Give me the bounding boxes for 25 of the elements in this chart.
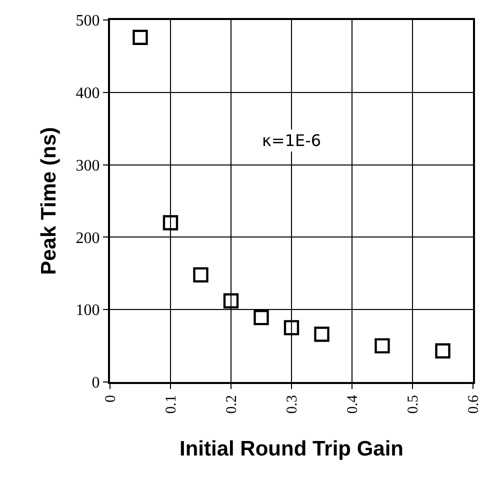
x-tick-label: 0.2 xyxy=(224,395,240,414)
x-tick-label: 0.1 xyxy=(163,395,180,414)
y-axis-title: Peak Time (ns) xyxy=(37,127,60,275)
point xyxy=(132,30,148,45)
x-tick-label: 0.5 xyxy=(405,395,422,414)
point xyxy=(314,326,330,342)
point xyxy=(254,310,269,326)
y-tick-label: 300 xyxy=(76,157,100,174)
point xyxy=(284,320,300,336)
y-tick-label: 500 xyxy=(76,12,100,30)
y-tick-label: 100 xyxy=(76,302,100,320)
y-tick-label: 0 xyxy=(92,374,100,392)
point xyxy=(223,293,239,309)
point xyxy=(193,267,208,282)
annotation: κ=1E-6 xyxy=(262,131,322,150)
point xyxy=(162,215,178,230)
point xyxy=(435,343,450,358)
x-tick-label: 0 xyxy=(102,395,119,402)
y-tick-label: 200 xyxy=(76,230,100,247)
x-tick-label: 0.6 xyxy=(466,394,482,414)
x-tick-label: 0.4 xyxy=(344,394,361,414)
y-tick-label: 400 xyxy=(76,85,100,102)
x-tick-label: 0.3 xyxy=(284,395,300,414)
point xyxy=(374,338,390,354)
x-axis-title: Initial Round Trip Gain xyxy=(180,437,404,460)
